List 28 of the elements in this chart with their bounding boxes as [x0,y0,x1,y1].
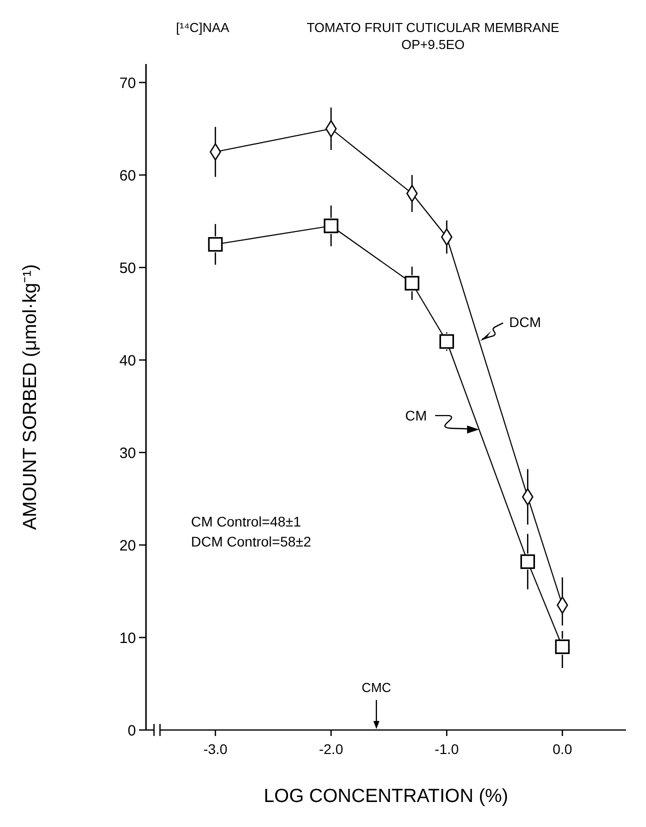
y-tick-label: 70 [119,74,136,92]
chart-subtitle: OP+9.5EO [401,37,465,52]
point [324,218,338,234]
annotation: CM Control=48±1 [191,514,302,530]
y-tick-label: 10 [119,630,136,647]
x-tick-label: 0.0 [552,741,572,757]
x-tick-label: -1.0 [434,741,459,757]
text: CM [405,408,427,424]
y-tick-label: 30 [119,444,136,462]
y-axis-title: AMOUNT SORBED (μmol·kg⁻¹) [20,264,41,530]
annotation: CMC [362,680,392,695]
point [520,554,535,569]
text: [¹⁴C]NAA [176,20,230,35]
y-tick-label: 50 [119,260,136,277]
x-tick-label: -3.0 [203,741,228,757]
y-tick-label: 0 [128,722,136,740]
y-tick-label: 40 [119,352,136,370]
chart-title: TOMATO FRUIT CUTICULAR MEMBRANE [306,20,560,35]
point [555,639,570,654]
legend-label: DCM [509,314,541,330]
annotation: DCM Control=58±2 [191,534,312,550]
x-tick-label: -2.0 [319,741,344,757]
point [439,334,454,349]
y-tick-label: 20 [119,537,136,554]
x-axis-title: LOG CONCENTRATION (%) [264,786,508,807]
point [404,276,420,291]
point [208,237,223,252]
y-tick-label: 60 [119,167,136,184]
